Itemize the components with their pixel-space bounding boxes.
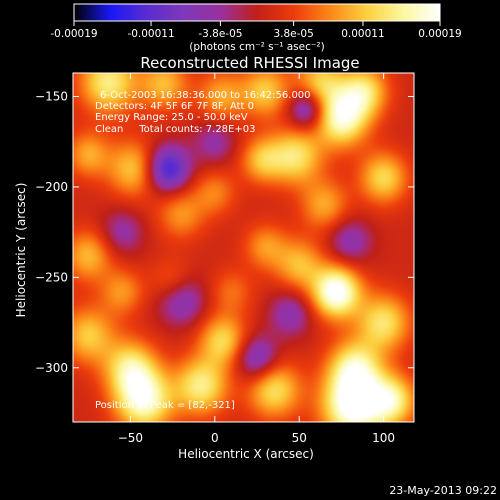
colorbar-ticks: -0.00019 -0.00011 -3.8e-05 3.8e-05 0.00011 0.… <box>50 21 462 40</box>
colorbar-tick-label: -0.00011 <box>127 28 174 40</box>
x-tick-label: 0 <box>211 431 219 445</box>
footer-date: 23-May-2013 09:22 <box>389 484 497 497</box>
annotation-block: 6-Oct-2003 16:38:36.000 to 16:42:56.000 … <box>95 90 311 411</box>
y-axis-label: Heliocentric Y (arcsec) <box>14 183 28 318</box>
y-tick-label: −150 <box>35 90 68 104</box>
x-tick-label: −50 <box>118 431 143 445</box>
peak-position-label: Position of Peak = [82,-321] <box>95 400 235 411</box>
plot-frame <box>72 72 415 423</box>
heatmap-image <box>73 73 414 422</box>
colorbar-tick-label: -3.8e-05 <box>198 28 242 40</box>
colorbar-tick-label: 0.00011 <box>341 28 384 40</box>
annotation-energy-range: Energy Range: 25.0 - 50.0 keV <box>95 112 248 123</box>
annotation-clean-counts: Clean Total counts: 7.28E+03 <box>95 124 255 135</box>
y-axis-ticks: −150 −200 −250 −300 <box>35 90 414 375</box>
y-tick-label: −300 <box>35 361 68 375</box>
y-tick-label: −200 <box>35 180 68 194</box>
colorbar-strip <box>73 3 441 22</box>
x-axis-label: Heliocentric X (arcsec) <box>178 447 314 461</box>
plot-area: −50 0 50 100 −150 −200 −250 −300 6-Oct-2003 16… <box>35 72 415 445</box>
colorbar-tick-label: 0.00019 <box>418 28 461 40</box>
colorbar-tick-label: -0.00019 <box>50 28 97 40</box>
colorbar-tick-label: 3.8e-05 <box>273 28 313 40</box>
x-axis-ticks: −50 0 50 100 <box>118 73 395 445</box>
y-tick-label: −250 <box>35 270 68 284</box>
colorbar-unit-label: (photons cm⁻² s⁻¹ asec⁻²) <box>189 41 324 53</box>
chart-title: Reconstructed RHESSI Image <box>140 54 359 72</box>
colorbar: -0.00019 -0.00011 -3.8e-05 3.8e-05 0.00011 0.… <box>50 3 462 53</box>
annotation-detectors: Detectors: 4F 5F 6F 7F 8F, Att 0 <box>95 101 254 112</box>
annotation-time-range: 6-Oct-2003 16:38:36.000 to 16:42:56.000 <box>100 90 311 101</box>
x-tick-label: 50 <box>292 431 307 445</box>
x-tick-label: 100 <box>372 431 395 445</box>
